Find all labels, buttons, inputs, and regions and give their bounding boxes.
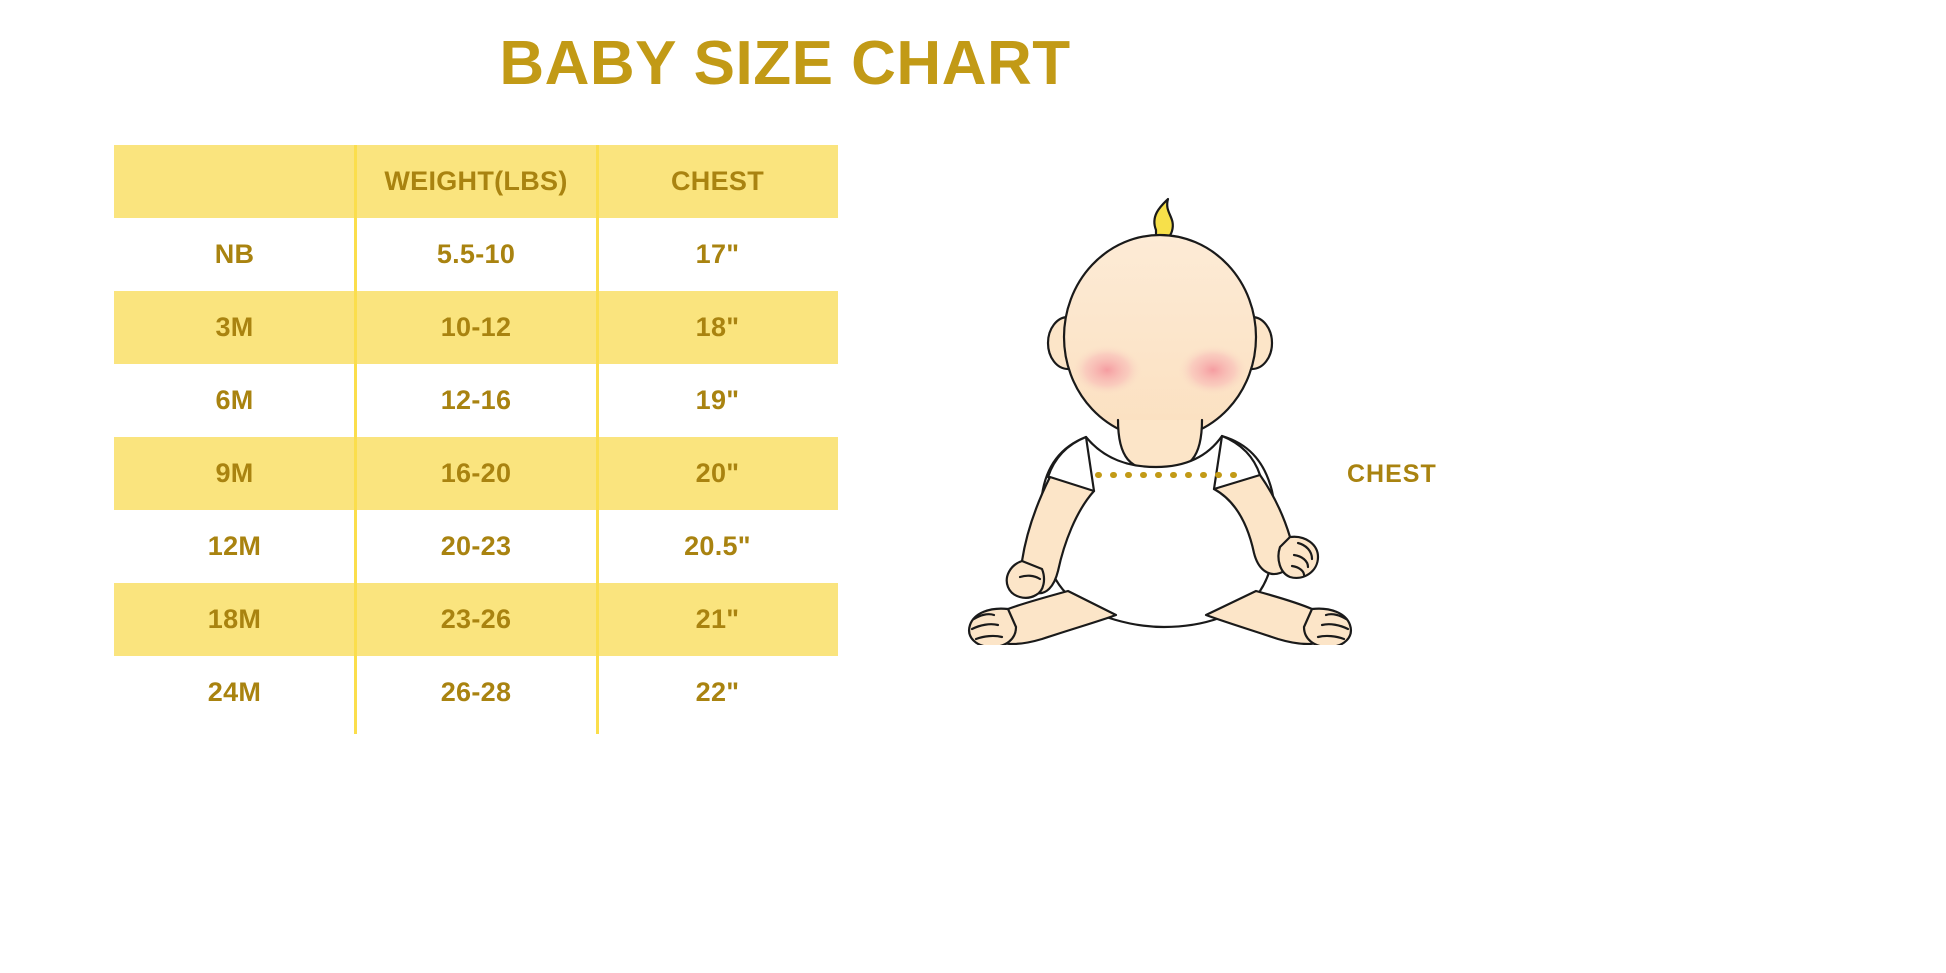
- hair-curl-icon: [1153, 197, 1174, 241]
- left-hand: [1005, 559, 1046, 599]
- table-row: 18M 23-26 21": [114, 583, 838, 656]
- cell-size: 12M: [114, 510, 355, 583]
- table-row: 6M 12-16 19": [114, 364, 838, 437]
- column-header-chest: CHEST: [597, 145, 838, 218]
- size-chart-table: WEIGHT(LBS) CHEST NB 5.5-10 17" 3M 10-12…: [114, 145, 838, 729]
- column-divider-1: [354, 145, 357, 734]
- table-body: NB 5.5-10 17" 3M 10-12 18" 6M 12-16 19" …: [114, 218, 838, 729]
- cell-chest: 20": [597, 437, 838, 510]
- column-header-size: [114, 145, 355, 218]
- right-arm: [1212, 473, 1294, 576]
- table-row: NB 5.5-10 17": [114, 218, 838, 291]
- column-header-weight: WEIGHT(LBS): [355, 145, 597, 218]
- cell-weight: 20-23: [355, 510, 597, 583]
- cell-weight: 23-26: [355, 583, 597, 656]
- cell-chest: 22": [597, 656, 838, 729]
- cell-chest: 21": [597, 583, 838, 656]
- table-row: 3M 10-12 18": [114, 291, 838, 364]
- cell-chest: 18": [597, 291, 838, 364]
- right-cheek: [1177, 344, 1249, 396]
- cell-chest: 17": [597, 218, 838, 291]
- cell-weight: 26-28: [355, 656, 597, 729]
- page-title: BABY SIZE CHART: [499, 29, 1071, 98]
- head: [1062, 233, 1258, 441]
- table-row: 24M 26-28 22": [114, 656, 838, 729]
- left-foot: [968, 607, 1018, 645]
- cell-size: 6M: [114, 364, 355, 437]
- left-cheek: [1071, 344, 1143, 396]
- cell-size: 24M: [114, 656, 355, 729]
- cell-weight: 10-12: [355, 291, 597, 364]
- table-header: WEIGHT(LBS) CHEST: [114, 145, 838, 218]
- cell-weight: 16-20: [355, 437, 597, 510]
- table-row: 12M 20-23 20.5": [114, 510, 838, 583]
- baby-illustration: [968, 197, 1352, 645]
- right-foot: [1302, 607, 1352, 645]
- column-divider-2: [596, 145, 599, 734]
- cell-size: 3M: [114, 291, 355, 364]
- cell-size: NB: [114, 218, 355, 291]
- table-header-row: WEIGHT(LBS) CHEST: [114, 145, 838, 218]
- cell-size: 9M: [114, 437, 355, 510]
- cell-weight: 12-16: [355, 364, 597, 437]
- cell-size: 18M: [114, 583, 355, 656]
- table-row: 9M 16-20 20": [114, 437, 838, 510]
- cell-chest: 19": [597, 364, 838, 437]
- cell-chest: 20.5": [597, 510, 838, 583]
- chest-callout-label: CHEST: [1347, 460, 1437, 488]
- cell-weight: 5.5-10: [355, 218, 597, 291]
